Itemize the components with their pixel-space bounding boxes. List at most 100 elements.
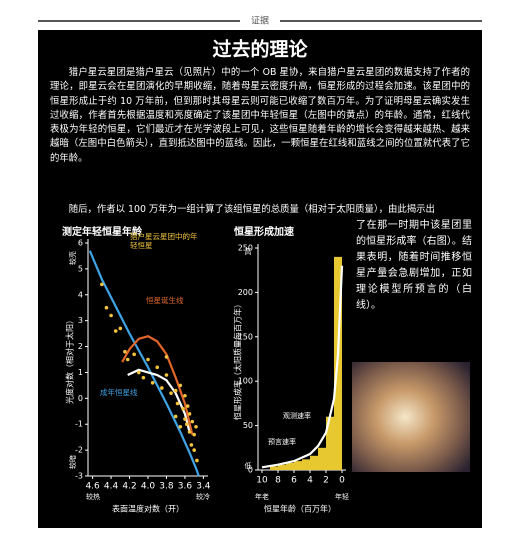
histogram-bar (310, 455, 318, 470)
annotation: 较热 (86, 492, 100, 501)
title: 过去的理论 (212, 38, 308, 61)
y-tick-label: 250 (238, 244, 253, 253)
legend-item: 猎户星云星团中的年轻恒星 (130, 232, 198, 250)
x-tick-label: 4.0 (141, 482, 156, 492)
scatter-point (118, 326, 123, 331)
scatter-point (187, 412, 192, 416)
x-tick-label: 8 (275, 476, 281, 486)
section-label: 证据 (251, 15, 269, 27)
y-tick-label: 0 (78, 394, 83, 403)
scatter-point (178, 383, 183, 388)
scatter-point (184, 422, 189, 427)
annotation: 年轻 (335, 492, 349, 501)
y-tick-label: -2 (75, 446, 83, 455)
scatter-point (187, 430, 192, 434)
scatter-point (194, 425, 198, 429)
scatter-point (146, 357, 150, 362)
scatter-point (104, 305, 109, 310)
scatter-point (178, 425, 183, 429)
legend-item: 恒星诞生线 (146, 296, 184, 305)
legend-label: 恒星诞生线 (146, 296, 184, 305)
scatter-point (169, 391, 173, 395)
x-axis-label: 恒星年龄（百万年） (264, 504, 336, 514)
series-line (88, 250, 200, 477)
scatter-point (189, 443, 194, 447)
y-tick-label: -3 (75, 472, 83, 481)
x-tick-label: 4.4 (104, 482, 119, 492)
y-axis-label: 恒星形成率（太阳质量每百万年） (233, 300, 243, 420)
scatter-point (192, 448, 196, 452)
y-tick-label: 150 (238, 332, 253, 341)
x-tick-label: 4.2 (122, 482, 136, 492)
scatter-point (136, 370, 141, 375)
histogram-bar (286, 462, 294, 470)
histogram-bar (270, 466, 278, 470)
scatter-point (175, 401, 180, 406)
series-line (261, 265, 344, 469)
legend-item: 成年恒星线 (100, 388, 138, 397)
scatter-point (185, 404, 190, 408)
series-line (121, 335, 194, 435)
annotation: 预言速率 (268, 437, 296, 446)
scatter-point (100, 282, 104, 287)
x-tick-label: 4 (307, 476, 313, 486)
side-text: 了在那一时期中该星团里的恒星形成率（右图）。结果表明，随着时间推移恒星产量会急剧… (356, 220, 472, 311)
y-tick-label: 0 (248, 466, 253, 475)
y-tick-label: 3 (78, 316, 83, 325)
paragraph: 随后，作者以 100 万年为一组计算了该组恒星的总质量（相对于太阳质量），由此揭… (68, 204, 435, 215)
scatter-point (109, 313, 113, 318)
scatter-point (164, 355, 169, 359)
y-tick-label: 200 (238, 288, 253, 297)
y-tick-label: 5 (78, 264, 83, 273)
scatter-point (181, 406, 185, 411)
y-tick-label: 4 (78, 290, 83, 299)
x-tick-label: 3.6 (178, 482, 193, 492)
y-tick-label: 2 (78, 342, 83, 351)
y-tick-label: 50 (243, 421, 253, 430)
scatter-point (141, 375, 146, 380)
y-axis-label: 光度对数（相对于太阳） (65, 316, 75, 404)
y-tick-label: 100 (238, 377, 253, 386)
chart-title: 测定年轻恒星年龄 (62, 225, 143, 238)
scatter-point (173, 388, 178, 393)
annotation: 较冷 (196, 492, 210, 501)
scatter-point (132, 352, 136, 357)
annotation: 年老 (255, 492, 269, 501)
paragraph: 猎户星云星团是猎户星云（见照片）中的一个 OB 星协，来自猎户星云星团的数据支持… (50, 67, 470, 164)
y-tick-label: 6 (78, 239, 83, 248)
scatter-point (164, 373, 169, 377)
histogram-bar (294, 461, 302, 470)
histogram-bar (326, 416, 334, 470)
scatter-point (150, 381, 155, 385)
scatter-point (183, 393, 187, 398)
scatter-point (155, 365, 160, 370)
scatter-point (160, 386, 164, 390)
nebula-photo (352, 362, 470, 472)
histogram-bar (302, 459, 310, 470)
histogram-bar (318, 447, 326, 470)
legend-label: 成年恒星线 (100, 388, 138, 397)
scatter-point (113, 329, 118, 333)
scatter-point (192, 432, 196, 437)
annotation: 较亮 (68, 251, 77, 265)
x-tick-label: 10 (256, 476, 268, 486)
x-axis-label: 表面温度对数（开） (112, 504, 184, 514)
histogram-bar (278, 464, 286, 470)
y-tick-label: 1 (78, 368, 83, 377)
annotation: 观测速率 (283, 411, 311, 420)
x-tick-label: 2 (323, 476, 329, 486)
scatter-point (123, 349, 127, 354)
x-tick-label: 6 (291, 476, 297, 486)
annotation: 低 (245, 461, 252, 470)
annotation: 高 (245, 247, 252, 256)
scatter-point (183, 417, 187, 421)
x-tick-label: 0 (339, 476, 345, 486)
scatter-point (173, 414, 178, 419)
x-tick-label: 3.8 (159, 482, 174, 492)
scatter-point (190, 419, 195, 424)
legend-label: 猎户星云星团中的年轻恒星 (130, 232, 198, 250)
annotation: 较暗 (68, 455, 77, 469)
x-tick-label: 3.4 (196, 482, 211, 492)
